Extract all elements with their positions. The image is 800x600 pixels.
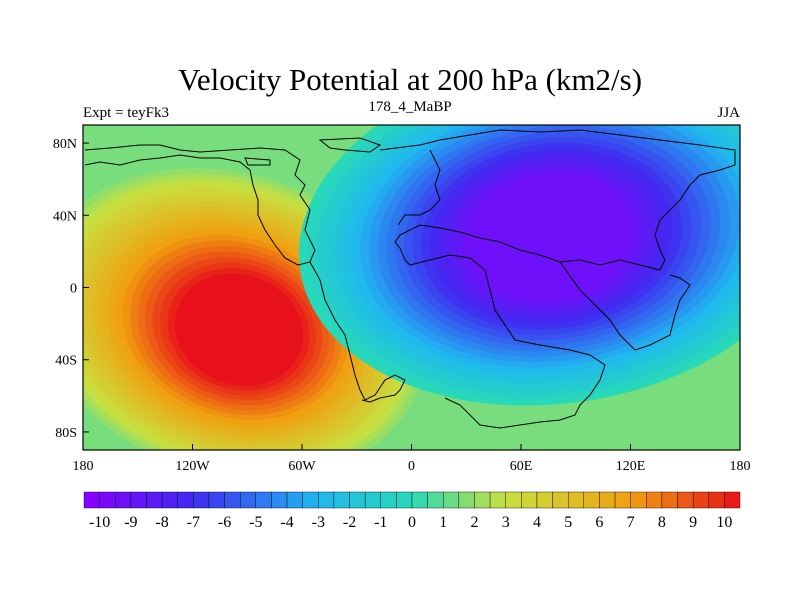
- colorbar-label: 4: [533, 514, 541, 531]
- colorbar-label: -3: [312, 514, 325, 531]
- colorbar-box: [724, 491, 741, 509]
- x-tick-label: 60E: [510, 459, 533, 474]
- colorbar-box: [489, 491, 506, 509]
- period-label: 178_4_MaBP: [368, 99, 451, 115]
- x-tick-label: 180: [730, 459, 751, 474]
- x-tick-label: 180: [73, 459, 94, 474]
- colorbar-box: [630, 491, 647, 509]
- colorbar-box: [380, 491, 397, 509]
- colorbar-label: 5: [564, 514, 572, 531]
- colorbar-label: -7: [187, 514, 200, 531]
- colorbar-box: [474, 491, 491, 509]
- y-tick-label: 0: [70, 282, 77, 297]
- colorbar-label: 1: [439, 514, 447, 531]
- colorbar-label: -5: [249, 514, 262, 531]
- colorbar-box: [521, 491, 538, 509]
- y-tick-label: 80N: [53, 137, 77, 152]
- colorbar-box: [411, 491, 428, 509]
- y-tick-label: 40N: [53, 209, 77, 224]
- colorbar-box: [177, 491, 194, 509]
- colorbar-box: [333, 491, 350, 509]
- colorbar-label: -8: [155, 514, 168, 531]
- x-axis: 180 120W 60W 0 60E 120E 180: [73, 444, 751, 474]
- colorbar-box: [318, 491, 335, 509]
- colorbar-box: [567, 491, 585, 509]
- colorbar-box: [505, 491, 522, 509]
- colorbar-box: [396, 491, 413, 509]
- colorbar-box: [677, 491, 694, 509]
- colorbar-label: 6: [595, 514, 603, 531]
- colorbar-box: [146, 491, 163, 509]
- colorbar-label: 8: [658, 514, 666, 531]
- y-tick-label: 40S: [55, 354, 77, 369]
- colorbar-box: [646, 491, 663, 509]
- colorbar-box: [552, 491, 569, 509]
- colorbar-box: [161, 491, 178, 509]
- colorbar-box: [239, 491, 257, 509]
- colorbar-label: 3: [502, 514, 510, 531]
- colorbar-box: [692, 491, 709, 509]
- colorbar-box: [302, 491, 319, 509]
- colorbar-label: 2: [470, 514, 478, 531]
- colorbar-box: [536, 491, 553, 509]
- colorbar-label: -6: [218, 514, 231, 531]
- colorbar-box: [364, 491, 381, 509]
- colorbar-label: 10: [716, 514, 732, 531]
- colorbar-label: 7: [627, 514, 635, 531]
- colorbar-box: [427, 491, 444, 509]
- y-tick-label: 80S: [55, 426, 77, 441]
- coastlines: [84, 129, 736, 429]
- colorbar-box: [130, 491, 147, 509]
- negative-contour-band: [464, 171, 635, 303]
- colorbar-box: [458, 491, 475, 509]
- x-tick-label: 60W: [288, 459, 316, 474]
- chart-title: Velocity Potential at 200 hPa (km2/s): [178, 62, 642, 97]
- colorbar-box: [99, 491, 116, 509]
- colorbar-label: -9: [124, 514, 137, 531]
- positive-contour-band: [174, 273, 304, 386]
- season-label: JJA: [717, 105, 740, 121]
- x-tick-label: 120E: [616, 459, 646, 474]
- experiment-label: Expt = teyFk3: [83, 105, 169, 121]
- colorbar-box: [599, 491, 616, 509]
- colorbar-box: [255, 491, 272, 509]
- colorbar-label: 0: [408, 514, 416, 531]
- colorbar-box: [115, 491, 132, 509]
- colorbar-label: -2: [343, 514, 356, 531]
- colorbar-box: [661, 491, 678, 509]
- colorbar-label: -1: [374, 514, 387, 531]
- contour-field: [83, 125, 740, 450]
- x-tick-label: 120W: [175, 459, 210, 474]
- colorbar: -10 -9 -8 -7 -6 -5 -4 -3 -2 -1 0 1 2 3 4 5 6 7 8 9 10: [83, 491, 741, 531]
- colorbar-box: [349, 491, 366, 509]
- colorbar-box: [583, 491, 600, 509]
- colorbar-box: [443, 491, 460, 509]
- x-tick-label: 0: [408, 459, 415, 474]
- colorbar-box: [271, 491, 288, 509]
- colorbar-box: [286, 491, 303, 509]
- colorbar-box: [83, 491, 100, 509]
- y-axis: 80N 40N 0 40S 80S: [53, 137, 89, 441]
- colorbar-box: [224, 491, 241, 509]
- colorbar-box: [708, 491, 725, 509]
- colorbar-box: [208, 491, 225, 509]
- colorbar-label: -10: [89, 514, 110, 531]
- colorbar-label: -4: [280, 514, 293, 531]
- colorbar-box: [193, 491, 210, 509]
- colorbar-label: 9: [689, 514, 697, 531]
- colorbar-box: [614, 491, 631, 509]
